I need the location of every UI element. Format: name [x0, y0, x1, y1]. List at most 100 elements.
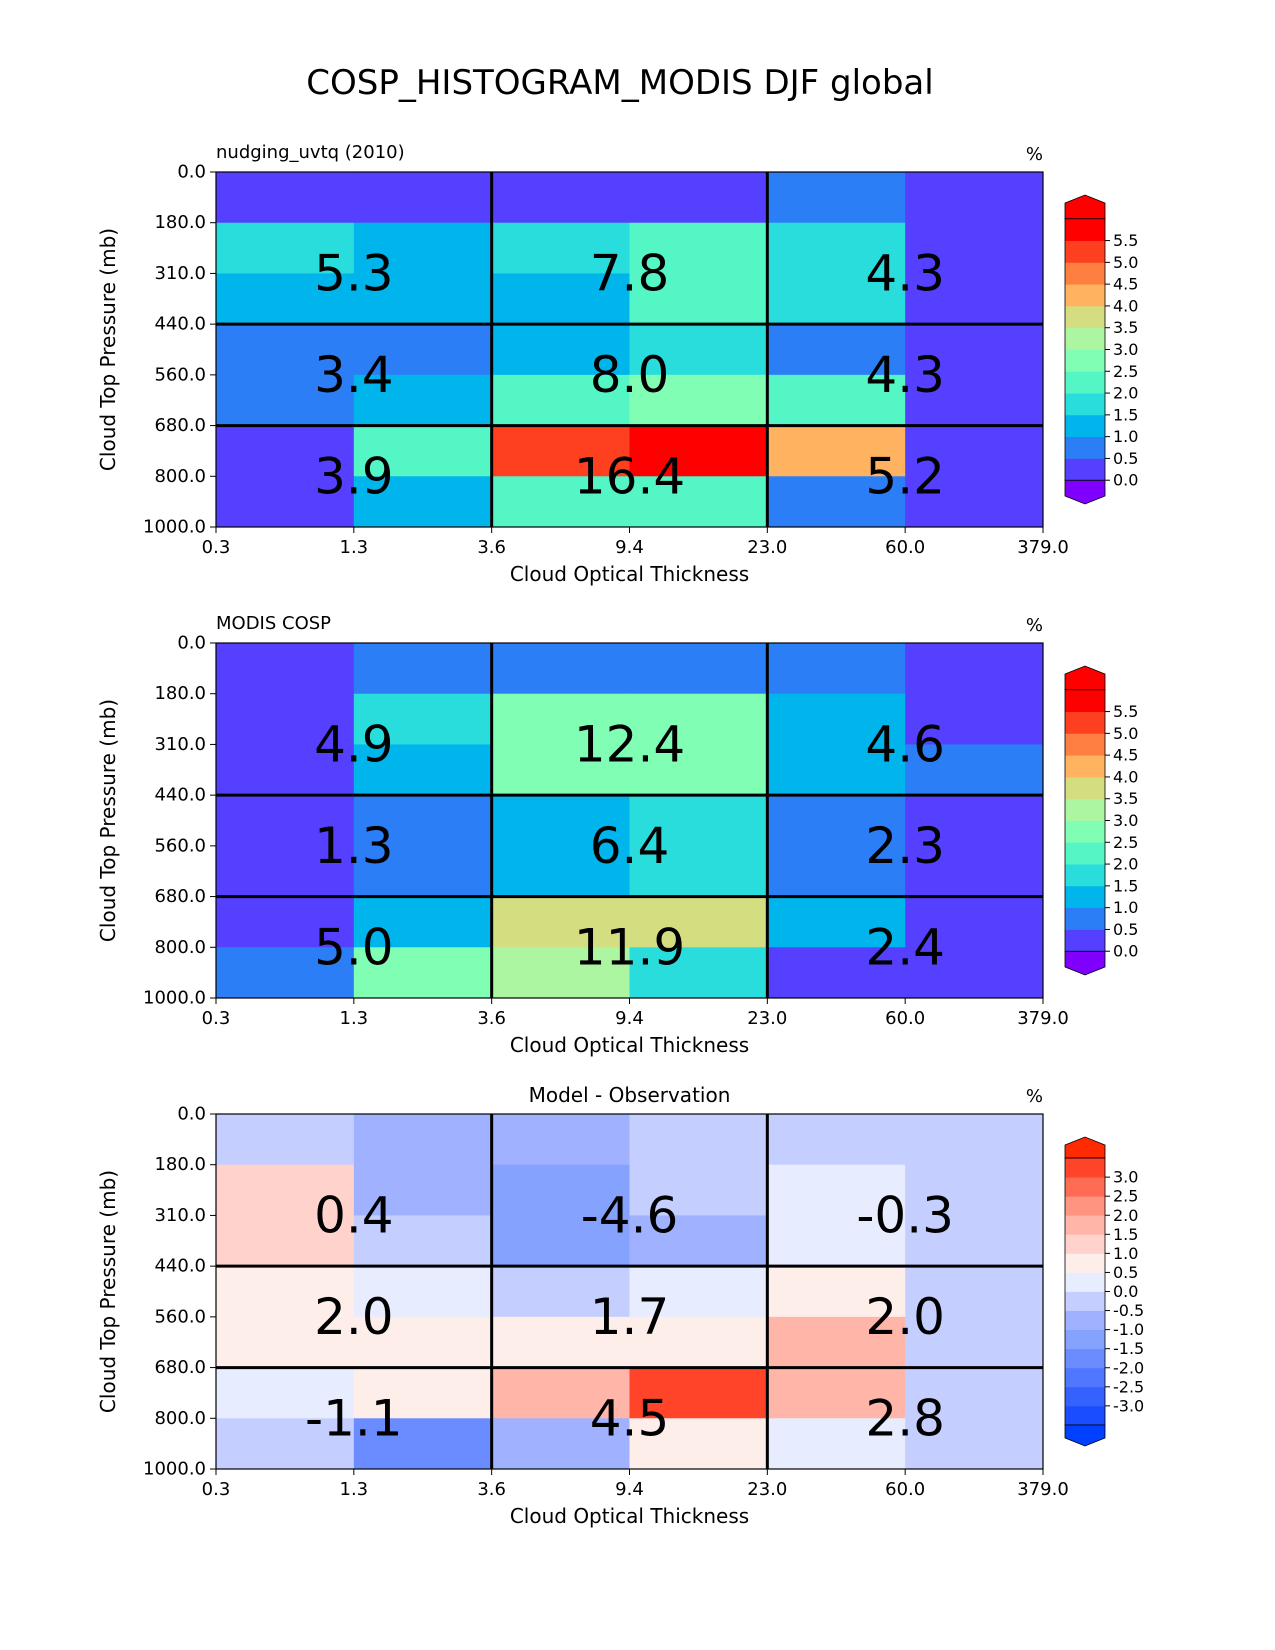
colorbar-segment	[1065, 436, 1105, 459]
colorbar-segment	[1065, 1158, 1105, 1178]
heatmap-cell	[767, 1316, 906, 1369]
heatmap-cell	[629, 1367, 768, 1419]
heatmap-cell	[353, 374, 493, 427]
group-sum-label: 4.9	[314, 715, 394, 773]
colorbar-over-arrow	[1064, 1136, 1106, 1159]
group-sum-label: 8.0	[590, 346, 670, 404]
subplot-left-label: nudging_uvtq (2010)	[216, 142, 405, 163]
heatmap-cell	[491, 425, 630, 477]
group-sum-label: 1.7	[590, 1288, 670, 1346]
group-sum-label: -1.1	[305, 1389, 403, 1447]
heatmap-cell	[905, 947, 1044, 999]
group-sum-label: 2.3	[865, 817, 945, 875]
colorbar-tick-label: -3.0	[1113, 1396, 1144, 1415]
group-sum-label: 2.0	[314, 1288, 394, 1346]
group-sum-label: 12.4	[574, 715, 685, 773]
heatmap-cell	[216, 643, 355, 695]
x-axis-label: Cloud Optical Thickness	[510, 1504, 749, 1528]
heatmap-cell	[767, 1164, 906, 1216]
heatmap-cell	[353, 643, 493, 695]
x-tick-label: 9.4	[615, 537, 644, 558]
y-tick-label: 440.0	[154, 785, 206, 806]
heatmap-cell	[216, 795, 355, 847]
heatmap-cell	[905, 1215, 1044, 1267]
heatmap-cell	[216, 1266, 355, 1318]
heatmap-cell	[491, 1164, 630, 1216]
colorbar-tick-label: 3.5	[1113, 318, 1138, 337]
heatmap-cell	[353, 273, 493, 325]
heatmap-cell	[767, 1114, 906, 1166]
colorbar-tick-label: 5.0	[1113, 253, 1138, 272]
units-label: %	[1026, 1086, 1043, 1107]
heatmap-cell	[629, 273, 768, 325]
heatmap-cell	[629, 693, 768, 745]
x-tick-label: 379.0	[1017, 537, 1069, 558]
heatmap-cell	[905, 425, 1044, 477]
heatmap-cell	[353, 476, 493, 528]
colorbar-segment	[1065, 864, 1105, 887]
heatmap-cell	[491, 643, 630, 695]
colorbar-segment	[1065, 458, 1105, 481]
heatmap-cell	[767, 476, 906, 528]
heatmap-cell	[353, 1266, 493, 1318]
heatmap-cell	[491, 744, 630, 796]
units-label: %	[1026, 144, 1043, 165]
heatmap-cell	[491, 1418, 630, 1470]
heatmap-cell	[491, 693, 630, 745]
heatmap-cell	[767, 947, 906, 999]
heatmap-cell	[767, 1215, 906, 1267]
y-tick-label: 1000.0	[143, 988, 206, 1009]
colorbar-segment	[1065, 414, 1105, 438]
colorbar-tick-label: 4.5	[1113, 275, 1138, 294]
y-tick-label: 680.0	[154, 415, 206, 436]
colorbar-tick-label: 0.0	[1113, 471, 1138, 490]
heatmap-cell	[905, 896, 1044, 948]
colorbar-tick-label: -0.5	[1113, 1301, 1144, 1320]
x-tick-label: 23.0	[747, 1008, 787, 1029]
colorbar-tick-label: 2.0	[1113, 384, 1138, 403]
heatmap-cell	[216, 947, 355, 999]
panel-3: 0.4 -4.6 -0.3 2.0 1.7 2.0 -1.1 4.5 2.8 0.3 1.3 3.6 9…	[96, 1083, 1144, 1528]
x-tick-label: 60.0	[885, 1008, 925, 1029]
colorbar: 0.0 0.5 1.0 1.5 2.0 2.5 3.0 3.5 4.0 4.5 5.0 5.5	[1064, 665, 1138, 976]
heatmap-cell	[216, 1215, 355, 1267]
colorbar-tick-label: 0.5	[1113, 920, 1138, 939]
panels: 5.3 7.8 4.3 3.4 8.0 4.3 3.9 16.4 5.2 0.3 1.3 3.6 9.4…	[96, 142, 1144, 1528]
x-tick-label: 0.3	[202, 1479, 231, 1500]
panel-2: 4.9 12.4 4.6 1.3 6.4 2.3 5.0 11.9 2.4 0.3 1.3 3.6 9.…	[96, 613, 1138, 1057]
heatmap-cell	[491, 324, 630, 376]
heatmap-cell	[905, 744, 1044, 796]
heatmap-cell	[905, 222, 1044, 274]
heatmap-cell	[216, 273, 355, 325]
heatmap-cell	[353, 324, 493, 376]
heatmap-cell	[767, 273, 906, 325]
group-sum-label: 16.4	[574, 447, 685, 505]
colorbar-segment	[1065, 1272, 1105, 1292]
heatmap-cell	[767, 795, 906, 847]
colorbar-under-arrow	[1064, 479, 1106, 505]
y-tick-label: 180.0	[154, 1154, 206, 1175]
heatmap-cell	[491, 374, 630, 427]
heatmap-cell	[353, 222, 493, 274]
heatmap-cell	[905, 273, 1044, 325]
colorbar-tick-label: 4.0	[1113, 296, 1138, 315]
heatmap-cell	[629, 1316, 768, 1369]
heatmap-cell	[216, 896, 355, 948]
heatmap-cell	[491, 795, 630, 847]
figure-title: COSP_HISTOGRAM_MODIS DJF global	[306, 63, 933, 103]
heatmap-cell	[216, 476, 355, 528]
y-tick-label: 1000.0	[143, 1459, 206, 1480]
y-axis-label: Cloud Top Pressure (mb)	[96, 228, 120, 471]
heatmap-cell	[905, 1266, 1044, 1318]
colorbar-tick-label: 2.0	[1113, 1206, 1138, 1225]
heatmap-cell	[905, 1316, 1044, 1369]
y-tick-label: 0.0	[177, 162, 206, 183]
colorbar-under-arrow	[1064, 950, 1106, 976]
colorbar-under-arrow	[1064, 1424, 1106, 1447]
heatmap-cell	[629, 1114, 768, 1166]
x-tick-label: 0.3	[202, 537, 231, 558]
colorbar-segment	[1065, 218, 1105, 241]
y-tick-label: 560.0	[154, 1306, 206, 1327]
colorbar-segment	[1065, 1405, 1105, 1426]
colorbar-segment	[1065, 1348, 1105, 1369]
